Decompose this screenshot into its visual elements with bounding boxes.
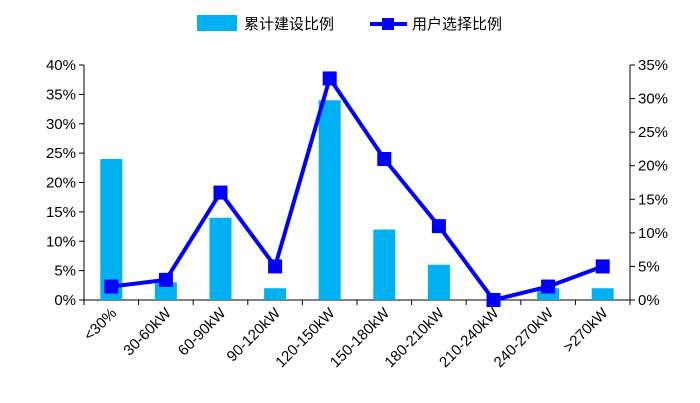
bar bbox=[373, 229, 396, 300]
y-left-tick-label: 15% bbox=[46, 204, 76, 221]
bar bbox=[100, 159, 123, 300]
y-left-tick-label: 30% bbox=[46, 116, 76, 133]
bar bbox=[318, 100, 341, 300]
legend: 累计建设比例 用户选择比例 bbox=[197, 15, 502, 33]
bar-series bbox=[100, 100, 614, 300]
bar bbox=[264, 288, 287, 300]
line-series bbox=[104, 71, 610, 307]
y-right-tick-label: 30% bbox=[638, 91, 668, 108]
x-tick-label: 240-270kW bbox=[491, 304, 558, 371]
y-left-tick-label: 40% bbox=[46, 57, 76, 74]
line-point-marker bbox=[158, 272, 173, 287]
y-left-tick-label: 35% bbox=[46, 86, 76, 103]
y-left-tick-label: 10% bbox=[46, 233, 76, 250]
line-point-marker bbox=[541, 279, 556, 294]
bar bbox=[537, 288, 560, 300]
line-point-marker bbox=[486, 293, 501, 307]
x-tick-label: <30% bbox=[81, 305, 120, 344]
bar bbox=[209, 217, 232, 300]
y-left-tick-label: 5% bbox=[54, 263, 76, 280]
line-point-marker bbox=[104, 279, 119, 294]
y-left-tick-label: 25% bbox=[46, 145, 76, 162]
x-tick-label: 60-90kW bbox=[175, 304, 230, 359]
y-left-tick-label: 20% bbox=[46, 175, 76, 192]
series-line bbox=[111, 76, 604, 302]
line-point-marker bbox=[431, 219, 446, 234]
line-point-marker bbox=[377, 152, 392, 166]
y-right-tick-label: 5% bbox=[638, 258, 660, 275]
axes: 0% 5% 10% 15% 20% 25% 30% 35% 40% 0% 5% 10% 15% 20% 25… bbox=[46, 57, 668, 309]
line-point-marker bbox=[322, 71, 337, 86]
line-point-marker bbox=[268, 259, 283, 274]
y-right-tick-label: 20% bbox=[638, 158, 668, 175]
legend-swatch-marker bbox=[382, 18, 394, 30]
line-point-marker bbox=[595, 259, 610, 274]
x-tick-label: 30-60kW bbox=[120, 304, 175, 359]
legend-label-bar: 累计建设比例 bbox=[244, 15, 334, 33]
legend-label-line: 用户选择比例 bbox=[412, 15, 502, 33]
bar bbox=[427, 264, 450, 300]
y-right-tick-label: 35% bbox=[638, 57, 668, 74]
x-axis-labels: <30% 30-60kW 60-90kW90-120kW120-150kW150-1… bbox=[81, 304, 612, 371]
bar bbox=[591, 288, 614, 300]
y-right-tick-label: 10% bbox=[638, 225, 668, 242]
y-right-tick-label: 15% bbox=[638, 191, 668, 208]
line-point-marker bbox=[213, 185, 228, 200]
legend-swatch-bar bbox=[197, 15, 237, 31]
y-left-tick-label: 0% bbox=[54, 292, 76, 309]
x-tick-label: >270kW bbox=[560, 304, 612, 356]
y-right-tick-label: 25% bbox=[638, 124, 668, 141]
y-right-tick-label: 0% bbox=[638, 292, 660, 309]
